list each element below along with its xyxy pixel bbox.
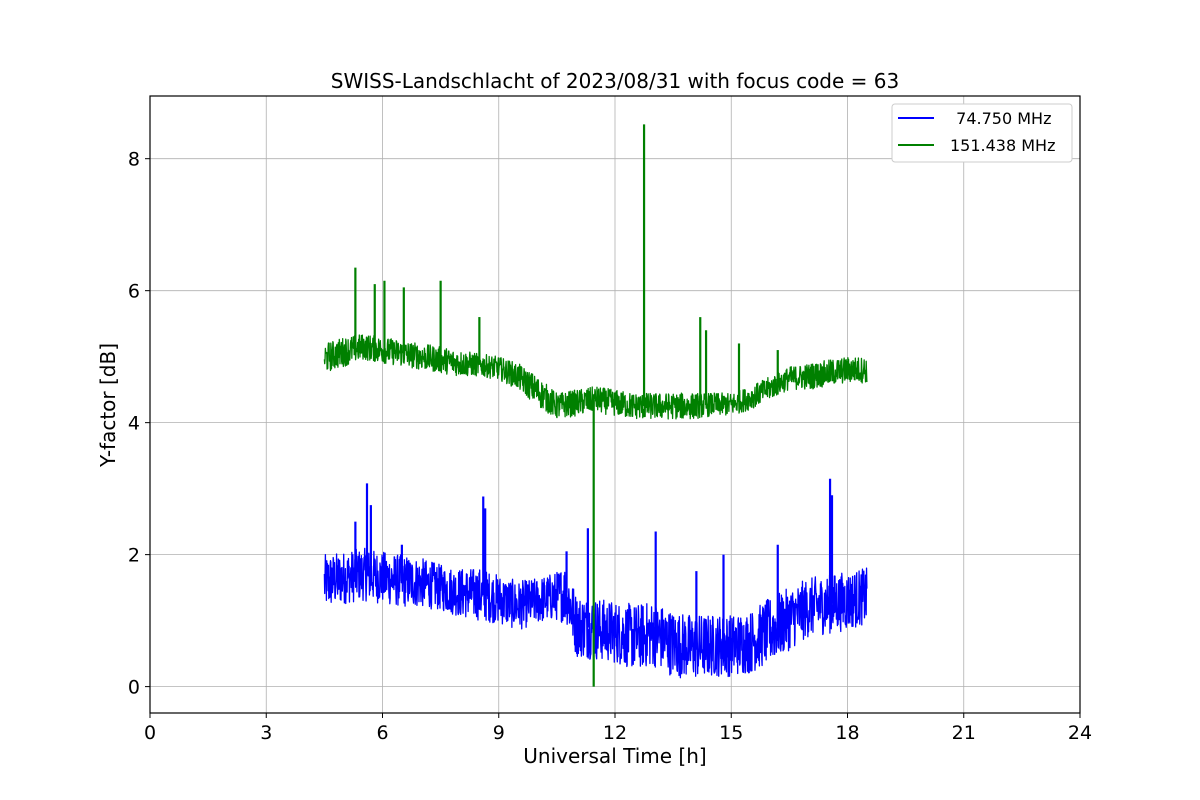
y-tick-label: 0: [128, 677, 140, 699]
chart-title: SWISS-Landschlacht of 2023/08/31 with fo…: [331, 69, 899, 93]
plot-area: [323, 124, 868, 687]
y-axis: 0 2 4 6 8: [128, 149, 150, 699]
x-tick-label: 9: [493, 722, 505, 744]
x-tick-label: 24: [1068, 722, 1092, 744]
legend: 74.750 MHz 151.438 MHz: [891, 103, 1073, 163]
x-axis-label: Universal Time [h]: [523, 744, 706, 768]
y-tick-label: 2: [128, 545, 140, 567]
y-tick-label: 8: [128, 149, 140, 171]
y-tick-label: 4: [128, 413, 140, 435]
x-tick-label: 6: [376, 722, 388, 744]
x-tick-label: 3: [260, 722, 272, 744]
x-tick-label: 12: [603, 722, 627, 744]
y-tick-label: 6: [128, 281, 140, 303]
x-tick-label: 18: [835, 722, 859, 744]
series-line-74-750-mhz: [323, 547, 868, 679]
x-tick-label: 0: [144, 722, 156, 744]
legend-label-151-438-mhz: 151.438 MHz: [950, 136, 1055, 155]
y-axis-label: Y-factor [dB]: [96, 343, 120, 468]
x-axis: 0 3 6 9 12 15 18 21 24: [144, 713, 1092, 744]
x-tick-label: 15: [719, 722, 743, 744]
x-tick-label: 21: [952, 722, 976, 744]
legend-box: [891, 103, 1073, 163]
legend-label-74-750-mhz: 74.750 MHz: [946, 109, 1051, 128]
series-line-151-438-mhz: [323, 334, 868, 420]
